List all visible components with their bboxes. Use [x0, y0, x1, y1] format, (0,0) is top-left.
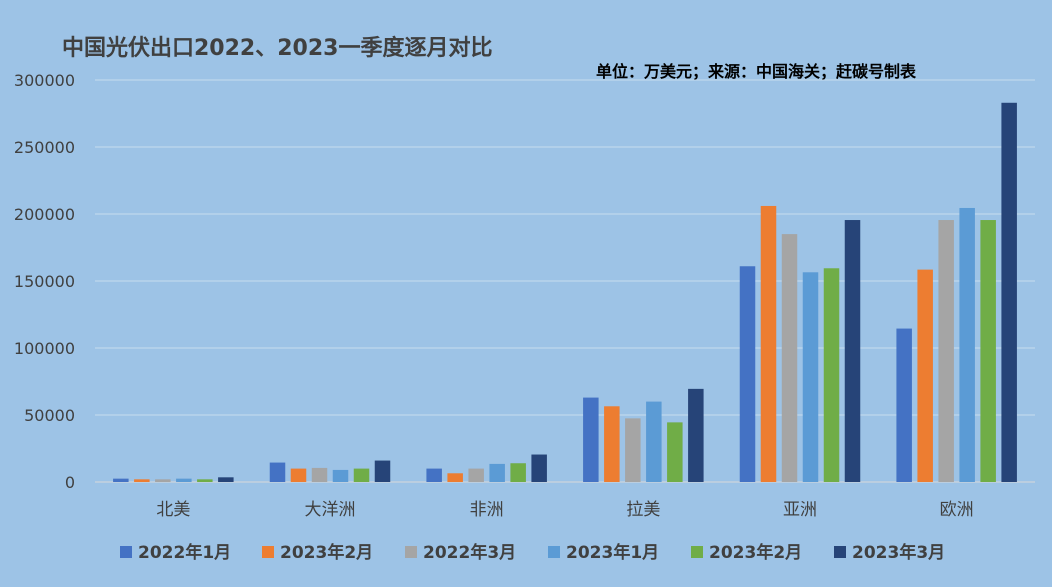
bar — [739, 266, 756, 482]
category-label: 大洋洲 — [305, 500, 356, 520]
bar — [760, 205, 777, 482]
y-tick-label: 300000 — [14, 71, 75, 90]
legend-swatch — [262, 546, 274, 558]
bar — [823, 268, 840, 482]
y-tick-label: 250000 — [14, 138, 75, 157]
legend-swatch — [405, 546, 417, 558]
y-tick-label: 50000 — [24, 406, 75, 425]
bar — [667, 422, 683, 482]
bar — [426, 468, 442, 482]
chart-title: 中国光伏出口2022、2023一季度逐月对比 — [62, 36, 493, 61]
bar — [468, 468, 484, 482]
bar — [688, 388, 704, 482]
bar — [1001, 102, 1017, 482]
legend-swatch — [691, 546, 703, 558]
bar — [113, 478, 129, 482]
bar — [917, 269, 933, 482]
category-label: 欧洲 — [940, 500, 974, 520]
category-label: 拉美 — [626, 500, 660, 520]
y-tick-label: 100000 — [14, 339, 75, 358]
chart-subtitle: 单位：万美元；来源：中国海关；赶碳号制表 — [596, 62, 917, 81]
legend-swatch — [120, 546, 132, 558]
bar — [489, 463, 505, 482]
bar — [155, 479, 171, 482]
legend-label: 2022年3月 — [423, 542, 516, 563]
legend-label: 2023年2月 — [280, 542, 373, 563]
bar — [510, 463, 526, 482]
bar — [447, 473, 463, 482]
bar — [269, 462, 286, 482]
bar — [625, 418, 641, 482]
bar — [311, 467, 328, 482]
bar — [531, 454, 547, 482]
bar — [959, 207, 975, 482]
bar — [896, 328, 912, 482]
bar — [353, 468, 370, 482]
legend-label: 2022年1月 — [138, 542, 231, 563]
bar — [781, 234, 798, 482]
legend-label: 2023年1月 — [566, 542, 659, 563]
category-label: 亚洲 — [783, 500, 817, 520]
legend-label: 2023年2月 — [709, 542, 802, 563]
category-label: 非洲 — [470, 500, 504, 520]
bar — [583, 397, 599, 482]
bar — [218, 477, 234, 482]
bar — [844, 220, 861, 482]
bar — [290, 468, 307, 482]
y-tick-label: 150000 — [14, 272, 75, 291]
bar — [176, 478, 192, 482]
y-tick-label: 0 — [65, 473, 75, 492]
bar — [980, 220, 996, 482]
y-tick-label: 200000 — [14, 205, 75, 224]
category-label: 北美 — [156, 500, 190, 520]
legend-swatch — [548, 546, 560, 558]
legend-swatch — [834, 546, 846, 558]
bar — [646, 401, 662, 482]
bar — [802, 272, 819, 482]
bar — [332, 469, 349, 482]
bar — [134, 479, 150, 482]
bar — [604, 406, 620, 482]
legend-label: 2023年3月 — [852, 542, 945, 563]
bar — [374, 460, 391, 482]
bar — [197, 479, 213, 482]
bar — [938, 220, 954, 482]
